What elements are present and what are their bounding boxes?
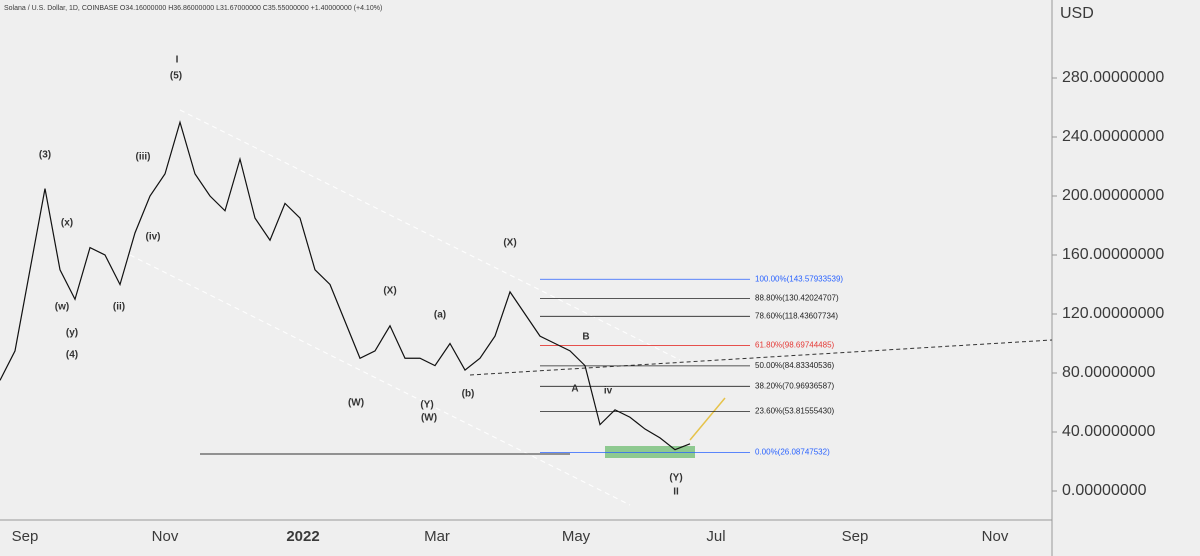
wave-label: (ii) <box>113 302 125 313</box>
fib-label: 0.00%(26.08747532) <box>755 448 830 457</box>
wave-label: (y) <box>66 328 78 339</box>
wave-label: (b) <box>462 389 475 400</box>
fib-label: 50.00%(84.83340536) <box>755 361 835 370</box>
wave-label: (x) <box>61 218 73 229</box>
fib-label: 23.60%(53.81555430) <box>755 407 835 416</box>
y-tick-label: 200.00000000 <box>1062 187 1164 204</box>
fib-label: 61.80%(98.69744485) <box>755 341 835 350</box>
wave-label: (Y) <box>420 400 433 411</box>
wave-label: (a) <box>434 310 446 321</box>
wave-label: (4) <box>66 350 78 361</box>
x-tick-label: Nov <box>982 528 1009 545</box>
fib-label: 88.80%(130.42024707) <box>755 294 839 303</box>
y-tick-label: 120.00000000 <box>1062 305 1164 322</box>
wave-label: (W) <box>421 413 437 424</box>
wave-label: iv <box>604 386 613 397</box>
wave-label: (w) <box>55 302 69 313</box>
y-tick-label: 240.00000000 <box>1062 128 1164 145</box>
y-tick-label: 280.00000000 <box>1062 69 1164 86</box>
wave-label: (5) <box>170 71 182 82</box>
target-zone <box>605 446 695 458</box>
wave-label: I <box>176 55 179 66</box>
x-tick-label: May <box>562 528 591 545</box>
x-tick-label: 2022 <box>286 528 319 545</box>
wave-label: II <box>673 487 679 498</box>
x-tick-label: Sep <box>842 528 869 545</box>
y-tick-label: 80.00000000 <box>1062 364 1156 381</box>
fib-label: 78.60%(118.43607734) <box>755 311 838 320</box>
wave-label: A <box>571 384 578 395</box>
x-tick-label: Jul <box>706 528 725 545</box>
wave-label: (Y) <box>669 473 682 484</box>
wave-label: (X) <box>503 238 516 249</box>
projection <box>689 397 726 441</box>
axis-unit: USD <box>1060 5 1094 22</box>
fib-label: 38.20%(70.96936587) <box>755 381 835 390</box>
wave-label: (W) <box>348 398 364 409</box>
x-tick-label: Mar <box>424 528 450 545</box>
price-line <box>0 120 691 451</box>
wave-label: (iv) <box>146 232 161 243</box>
x-tick-label: Sep <box>12 528 39 545</box>
wave-label: (iii) <box>136 152 151 163</box>
header: Solana / U.S. Dollar, 1D, COINBASE O34.1… <box>4 5 382 12</box>
x-tick-label: Nov <box>152 528 179 545</box>
wave-label: (X) <box>383 286 396 297</box>
y-tick-label: 40.00000000 <box>1062 423 1156 440</box>
channel-line <box>179 109 681 361</box>
y-tick-label: 160.00000000 <box>1062 246 1164 263</box>
wave-label: B <box>582 332 589 343</box>
y-tick-label: 0.00000000 <box>1062 482 1147 499</box>
trend-line <box>469 339 1053 376</box>
wave-label: (3) <box>39 150 51 161</box>
channel-line <box>129 254 631 506</box>
fib-label: 100.00%(143.57933539) <box>755 274 843 283</box>
